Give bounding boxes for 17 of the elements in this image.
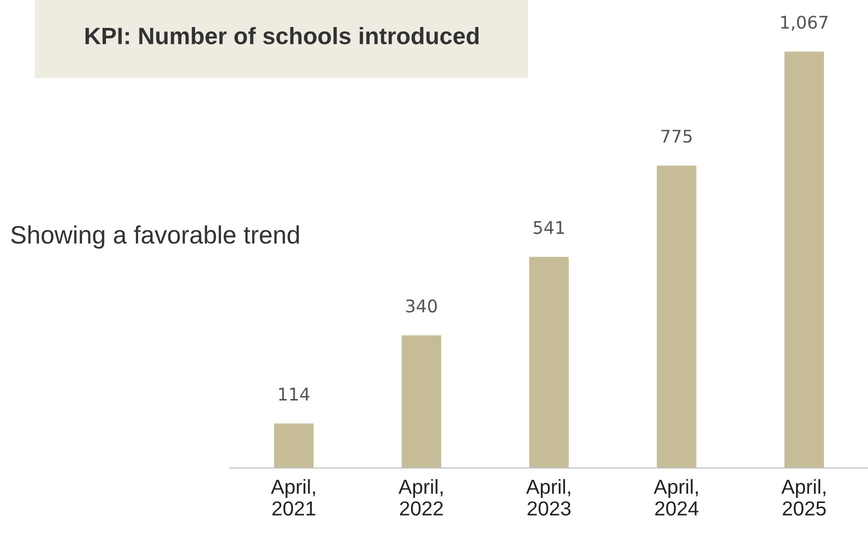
x-tick-label: April, 2024 <box>654 479 698 516</box>
data-label: 114 <box>279 388 310 400</box>
bar <box>274 424 314 468</box>
data-label: 775 <box>661 130 692 143</box>
text: Showing a favorable trend <box>11 225 299 249</box>
data-label: 541 <box>534 221 564 234</box>
bar <box>402 335 442 468</box>
bar <box>529 256 569 468</box>
bar <box>656 166 696 468</box>
data-label: 1,067 <box>781 16 828 31</box>
chart-title: KPI: Number of schools introduced <box>86 26 479 44</box>
x-tick-label: April, 2022 <box>398 479 443 516</box>
x-tick-label: April, 2023 <box>526 479 571 516</box>
bar <box>784 52 824 468</box>
x-tick-label: April, 2021 <box>270 479 316 516</box>
data-label: 340 <box>406 299 437 313</box>
x-tick-label: April, 2025 <box>781 479 826 516</box>
